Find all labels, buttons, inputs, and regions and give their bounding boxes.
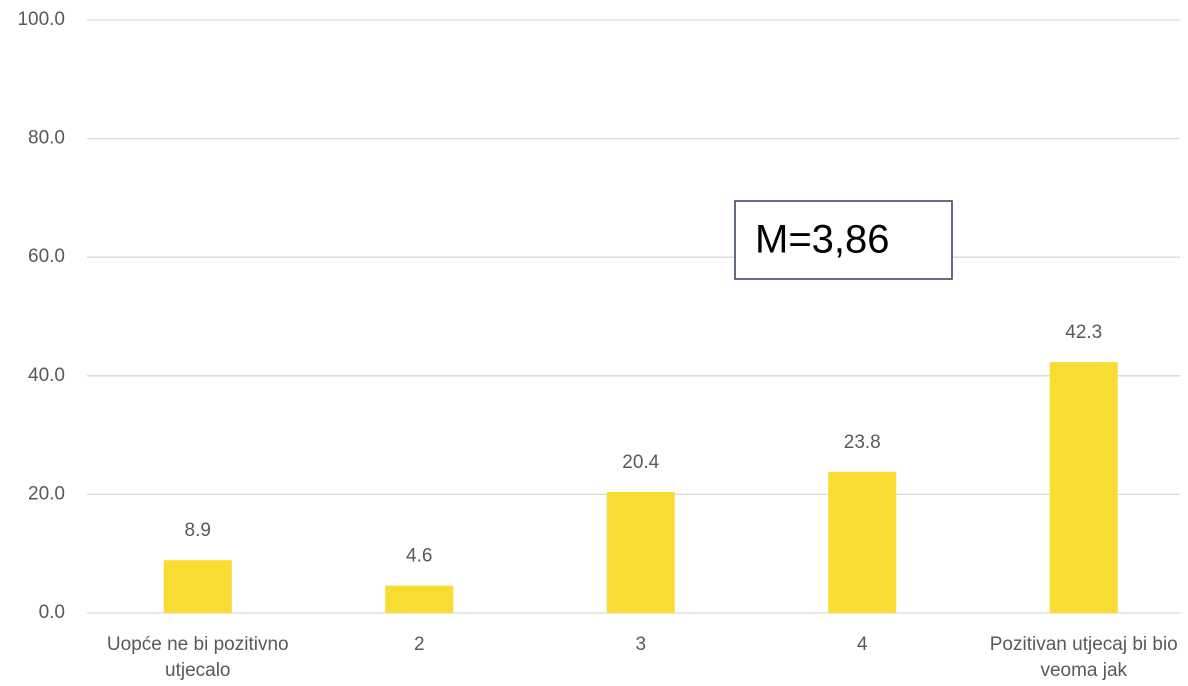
bar	[828, 471, 897, 613]
data-label: 8.9	[185, 520, 211, 541]
bar	[385, 585, 454, 613]
x-tick-label: 4	[856, 634, 868, 655]
y-tick-label: 60.0	[28, 246, 65, 267]
data-label: 4.6	[406, 546, 432, 567]
y-tick-label: 100.0	[17, 9, 65, 30]
x-tick-label: Uopće ne bi pozitivno utjecalo	[106, 634, 289, 681]
y-tick-label: 20.0	[28, 483, 65, 504]
y-tick-label: 40.0	[28, 365, 65, 386]
x-tick-label: Pozitivan utjecaj bi bio veoma jak	[989, 634, 1178, 681]
annotation: M=3,86	[755, 218, 890, 262]
data-label: 42.3	[1065, 322, 1102, 343]
data-label: 20.4	[622, 452, 659, 473]
y-tick-label: 0.0	[39, 602, 65, 623]
x-tick-label: 2	[413, 634, 425, 655]
data-label: 23.8	[844, 432, 881, 453]
x-tick-label: 3	[635, 634, 647, 655]
annotation-box	[734, 200, 953, 280]
y-tick-label: 80.0	[28, 128, 65, 149]
bar	[1049, 362, 1118, 613]
bar	[163, 560, 232, 613]
bar	[606, 492, 675, 613]
